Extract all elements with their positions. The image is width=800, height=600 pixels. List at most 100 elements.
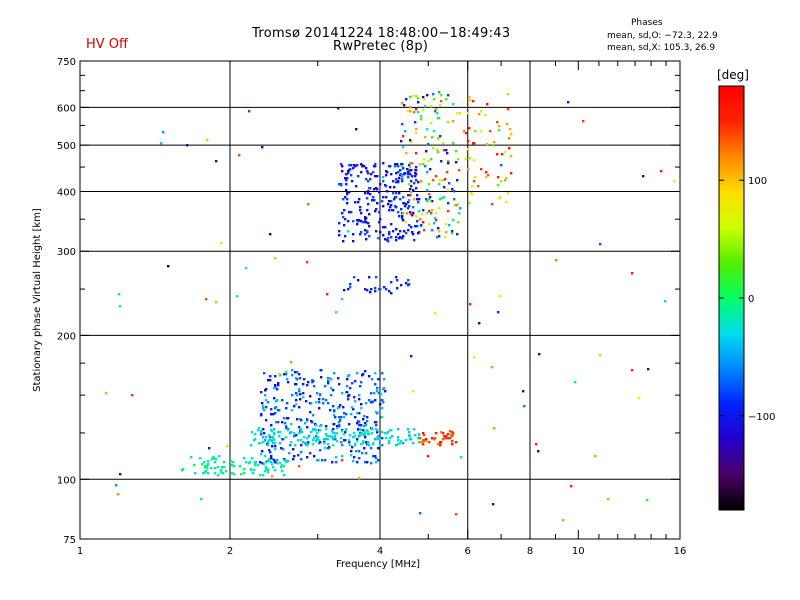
x-tick-label: 16 (674, 546, 687, 557)
data-point (429, 168, 432, 171)
data-point (409, 162, 412, 165)
data-point (378, 191, 381, 194)
data-point (430, 158, 433, 161)
data-point (351, 382, 354, 385)
data-point (357, 201, 360, 204)
data-point (324, 447, 327, 450)
data-point (285, 407, 288, 410)
data-point (408, 199, 411, 202)
data-point (535, 443, 538, 446)
data-point (401, 217, 404, 220)
data-point (313, 437, 316, 440)
data-point (400, 140, 403, 143)
data-point (392, 180, 395, 183)
data-point (368, 213, 371, 216)
data-point (270, 408, 273, 411)
data-point (660, 170, 663, 173)
data-point (631, 272, 634, 275)
data-point (401, 178, 404, 181)
data-point (431, 200, 434, 203)
data-point (381, 399, 384, 402)
data-point (376, 388, 379, 391)
data-point (211, 458, 214, 461)
data-point (387, 203, 390, 206)
data-point (497, 311, 500, 314)
data-point (343, 439, 346, 442)
colorbar-tick-label: −100 (748, 412, 775, 423)
data-point (436, 236, 439, 239)
data-point (223, 466, 226, 469)
data-point (349, 168, 352, 171)
data-point (474, 130, 477, 133)
data-point (410, 226, 413, 229)
data-point (480, 130, 483, 133)
data-point (307, 203, 310, 206)
data-point (271, 445, 274, 448)
data-point (201, 463, 204, 466)
data-point (280, 466, 283, 469)
data-point (260, 414, 263, 417)
data-point (448, 224, 451, 227)
data-point (457, 221, 460, 224)
data-point (353, 396, 356, 399)
data-point (510, 155, 513, 158)
data-point (438, 230, 441, 233)
data-point (384, 238, 387, 241)
data-point (411, 162, 414, 165)
data-point (306, 456, 309, 459)
data-point (356, 412, 359, 415)
data-point (375, 457, 378, 460)
data-point (388, 233, 391, 236)
data-point (270, 439, 273, 442)
data-point (446, 152, 449, 155)
data-point (451, 440, 454, 443)
data-point (348, 439, 351, 442)
data-point (370, 462, 373, 465)
data-point (319, 429, 322, 432)
data-point (555, 259, 558, 262)
data-point (287, 417, 290, 420)
data-point (401, 174, 404, 177)
data-point (268, 434, 271, 437)
data-point (324, 385, 327, 388)
data-point (456, 233, 459, 236)
data-point (273, 397, 276, 400)
data-point (405, 439, 408, 442)
data-point (265, 406, 268, 409)
data-point (400, 284, 403, 287)
data-point (443, 196, 446, 199)
data-point (352, 460, 355, 463)
data-point (642, 175, 645, 178)
data-point (365, 167, 368, 170)
data-point (204, 471, 207, 474)
data-point (343, 416, 346, 419)
data-point (456, 112, 459, 115)
data-point (262, 441, 265, 444)
data-point (356, 164, 359, 167)
data-point (361, 164, 364, 167)
data-point (277, 421, 280, 424)
data-point (375, 424, 378, 427)
data-point (379, 288, 382, 291)
data-point (367, 443, 370, 446)
data-point (414, 225, 417, 228)
data-point (325, 425, 328, 428)
data-point (269, 451, 272, 454)
data-point (300, 439, 303, 442)
data-point (401, 102, 404, 105)
data-point (447, 189, 450, 192)
data-point (267, 471, 270, 474)
data-point (424, 165, 427, 168)
data-point (352, 240, 355, 243)
data-point (360, 443, 363, 446)
data-point (360, 424, 363, 427)
data-point (388, 209, 391, 212)
data-point (215, 301, 218, 304)
data-point (366, 197, 369, 200)
data-point (442, 432, 445, 435)
data-point (340, 437, 343, 440)
data-point (386, 171, 389, 174)
data-point (439, 104, 442, 107)
data-point (302, 392, 305, 395)
x-tick-label: 4 (377, 546, 383, 557)
